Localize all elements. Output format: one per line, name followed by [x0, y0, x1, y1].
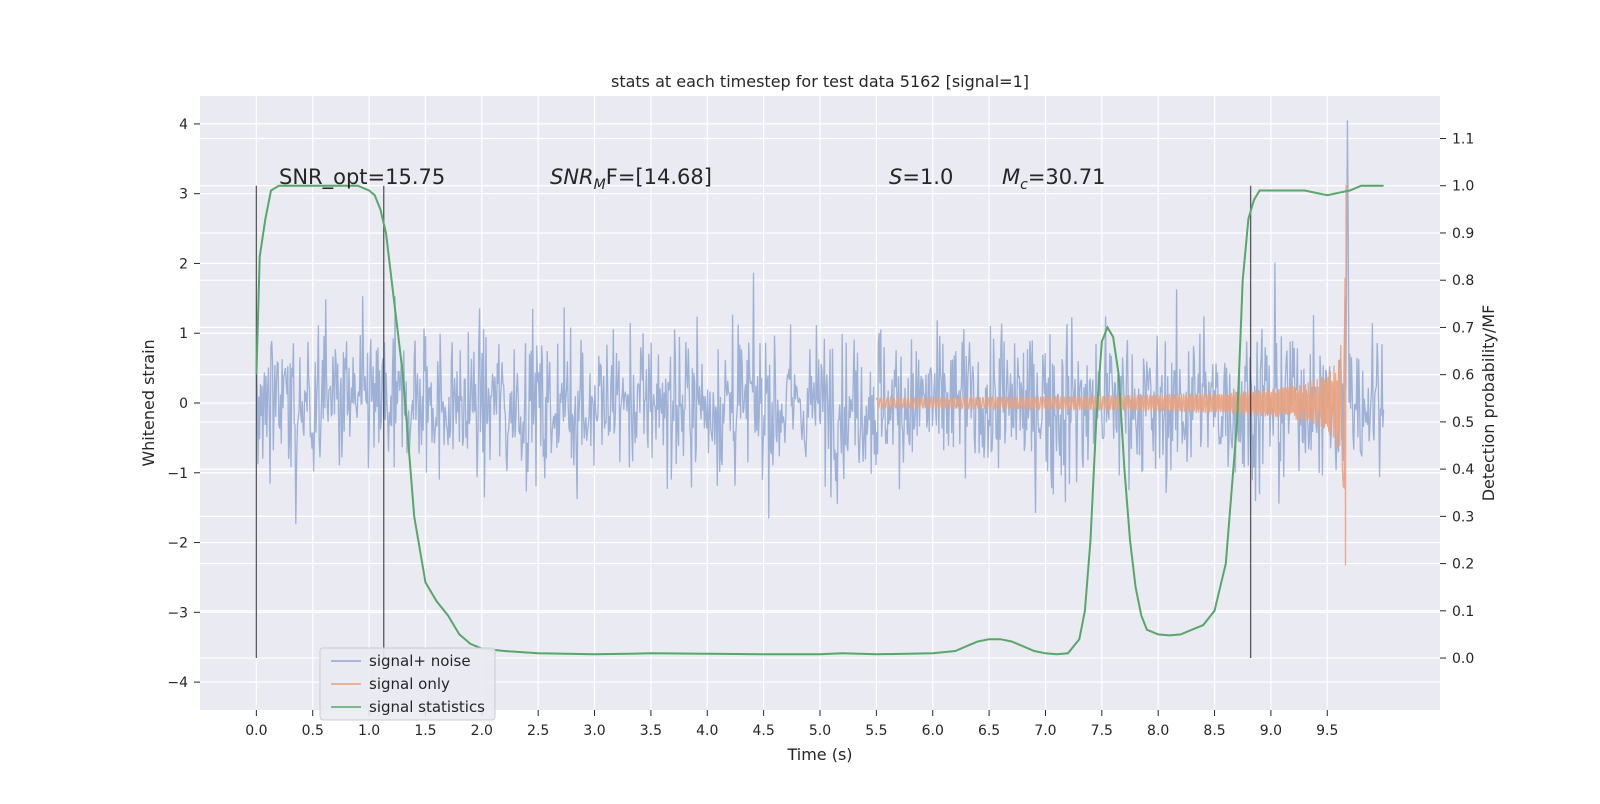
y-tick-label: 3: [179, 187, 188, 203]
series-signal-only: [875, 184, 1349, 566]
mc-suffix: =30.71: [1028, 165, 1106, 189]
s-prefix: S: [889, 165, 902, 189]
mc-prefix: M: [1002, 165, 1020, 189]
y-tick-label: 0: [179, 396, 188, 412]
y2-tick-label: 1.1: [1452, 132, 1474, 148]
y2-tick-label: 0.9: [1452, 226, 1474, 242]
x-tick-label: 4.0: [696, 723, 718, 739]
x-tick-label: 8.0: [1147, 723, 1169, 739]
x-tick-label: 7.5: [1091, 723, 1113, 739]
snr-mf-suffix: F=[14.68]: [606, 165, 712, 189]
x-tick-label: 3.5: [640, 723, 662, 739]
y2-tick-label: 1.0: [1452, 179, 1474, 195]
legend-label-signal-noise: signal+ noise: [369, 652, 471, 670]
y2-tick-label: 0.1: [1452, 604, 1474, 620]
x-tick-label: 1.0: [358, 723, 380, 739]
x-tick-label: 9.5: [1316, 723, 1338, 739]
y2-tick-label: 0.6: [1452, 368, 1474, 384]
annotation-snr-opt: SNR_opt=15.75: [279, 165, 445, 190]
legend-box: [319, 647, 496, 721]
y2-tick-label: 0.7: [1452, 320, 1474, 336]
legend-label-signal-statistics: signal statistics: [369, 698, 485, 716]
y2-tick-label: 0.0: [1452, 651, 1474, 667]
mc-subscript: c: [1020, 177, 1028, 193]
x-tick-label: 0.5: [302, 723, 324, 739]
x-axis-label: Time (s): [786, 745, 852, 764]
y-tick-label: −4: [167, 675, 188, 691]
y2-tick-label: 0.2: [1452, 557, 1474, 573]
y2-tick-label: 0.3: [1452, 509, 1474, 525]
tick-labels: 0.0 0.5 1.0 1.5 2.0 2.5 3.0 3.5 4.0 4.5 5.0 5.5 6.0 6…: [167, 117, 1474, 739]
annotation-snr-mf: SNRMF=[14.68]: [550, 165, 712, 193]
annotation-s: S=1.0: [889, 165, 953, 189]
x-tick-label: 2.0: [471, 723, 493, 739]
annotation-mc: Mc=30.71: [1002, 165, 1106, 193]
x-tick-label: 0.0: [245, 723, 267, 739]
x-tick-label: 1.5: [414, 723, 436, 739]
x-tick-label: 5.5: [865, 723, 887, 739]
y-tick-label: −3: [167, 605, 188, 621]
chart-title: stats at each timestep for test data 516…: [611, 72, 1029, 91]
series-signal-statistics: [255, 184, 1384, 656]
x-tick-label: 5.0: [809, 723, 831, 739]
y-tick-label: −1: [167, 466, 188, 482]
legend: signal+ noise signal only signal statist…: [319, 647, 496, 721]
snr-mf-prefix: SNR: [550, 165, 594, 189]
x-tick-label: 9.0: [1260, 723, 1282, 739]
x-tick-label: 6.0: [922, 723, 944, 739]
x-tick-label: 4.5: [753, 723, 775, 739]
y-tick-label: −2: [167, 536, 188, 552]
x-tick-label: 8.5: [1203, 723, 1225, 739]
y2-tick-label: 0.8: [1452, 273, 1474, 289]
data-layer: [255, 120, 1385, 659]
y-tick-label: 4: [179, 117, 188, 133]
y2-tick-label: 0.5: [1452, 415, 1474, 431]
x-tick-label: 3.0: [583, 723, 605, 739]
y2-tick-label: 0.4: [1452, 462, 1474, 478]
x-tick-label: 2.5: [527, 723, 549, 739]
y-tick-label: 1: [179, 326, 188, 342]
snr-mf-subscript: M: [594, 177, 606, 193]
y2-axis-label: Detection probability/MF: [1479, 305, 1498, 502]
s-suffix: =1.0: [902, 165, 953, 189]
x-tick-label: 7.0: [1034, 723, 1056, 739]
legend-label-signal-only: signal only: [369, 675, 450, 693]
x-tick-label: 6.5: [978, 723, 1000, 739]
y-axis-label: Whitened strain: [139, 339, 158, 466]
y-tick-label: 2: [179, 256, 188, 272]
